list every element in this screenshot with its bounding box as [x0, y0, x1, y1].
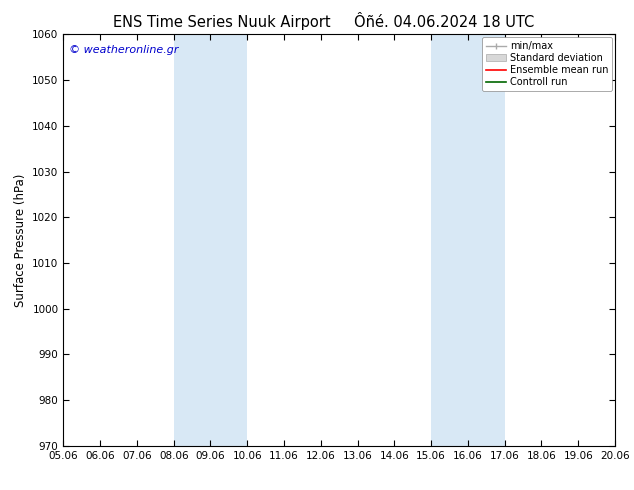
Bar	[174, 34, 247, 446]
Legend: min/max, Standard deviation, Ensemble mean run, Controll run: min/max, Standard deviation, Ensemble me…	[482, 37, 612, 91]
Text: ENS Time Series Nuuk Airport: ENS Time Series Nuuk Airport	[113, 15, 331, 30]
Text: Ôñé. 04.06.2024 18 UTC: Ôñé. 04.06.2024 18 UTC	[354, 15, 534, 30]
Text: © weatheronline.gr: © weatheronline.gr	[69, 45, 178, 54]
Bar	[431, 34, 505, 446]
Y-axis label: Surface Pressure (hPa): Surface Pressure (hPa)	[14, 173, 27, 307]
